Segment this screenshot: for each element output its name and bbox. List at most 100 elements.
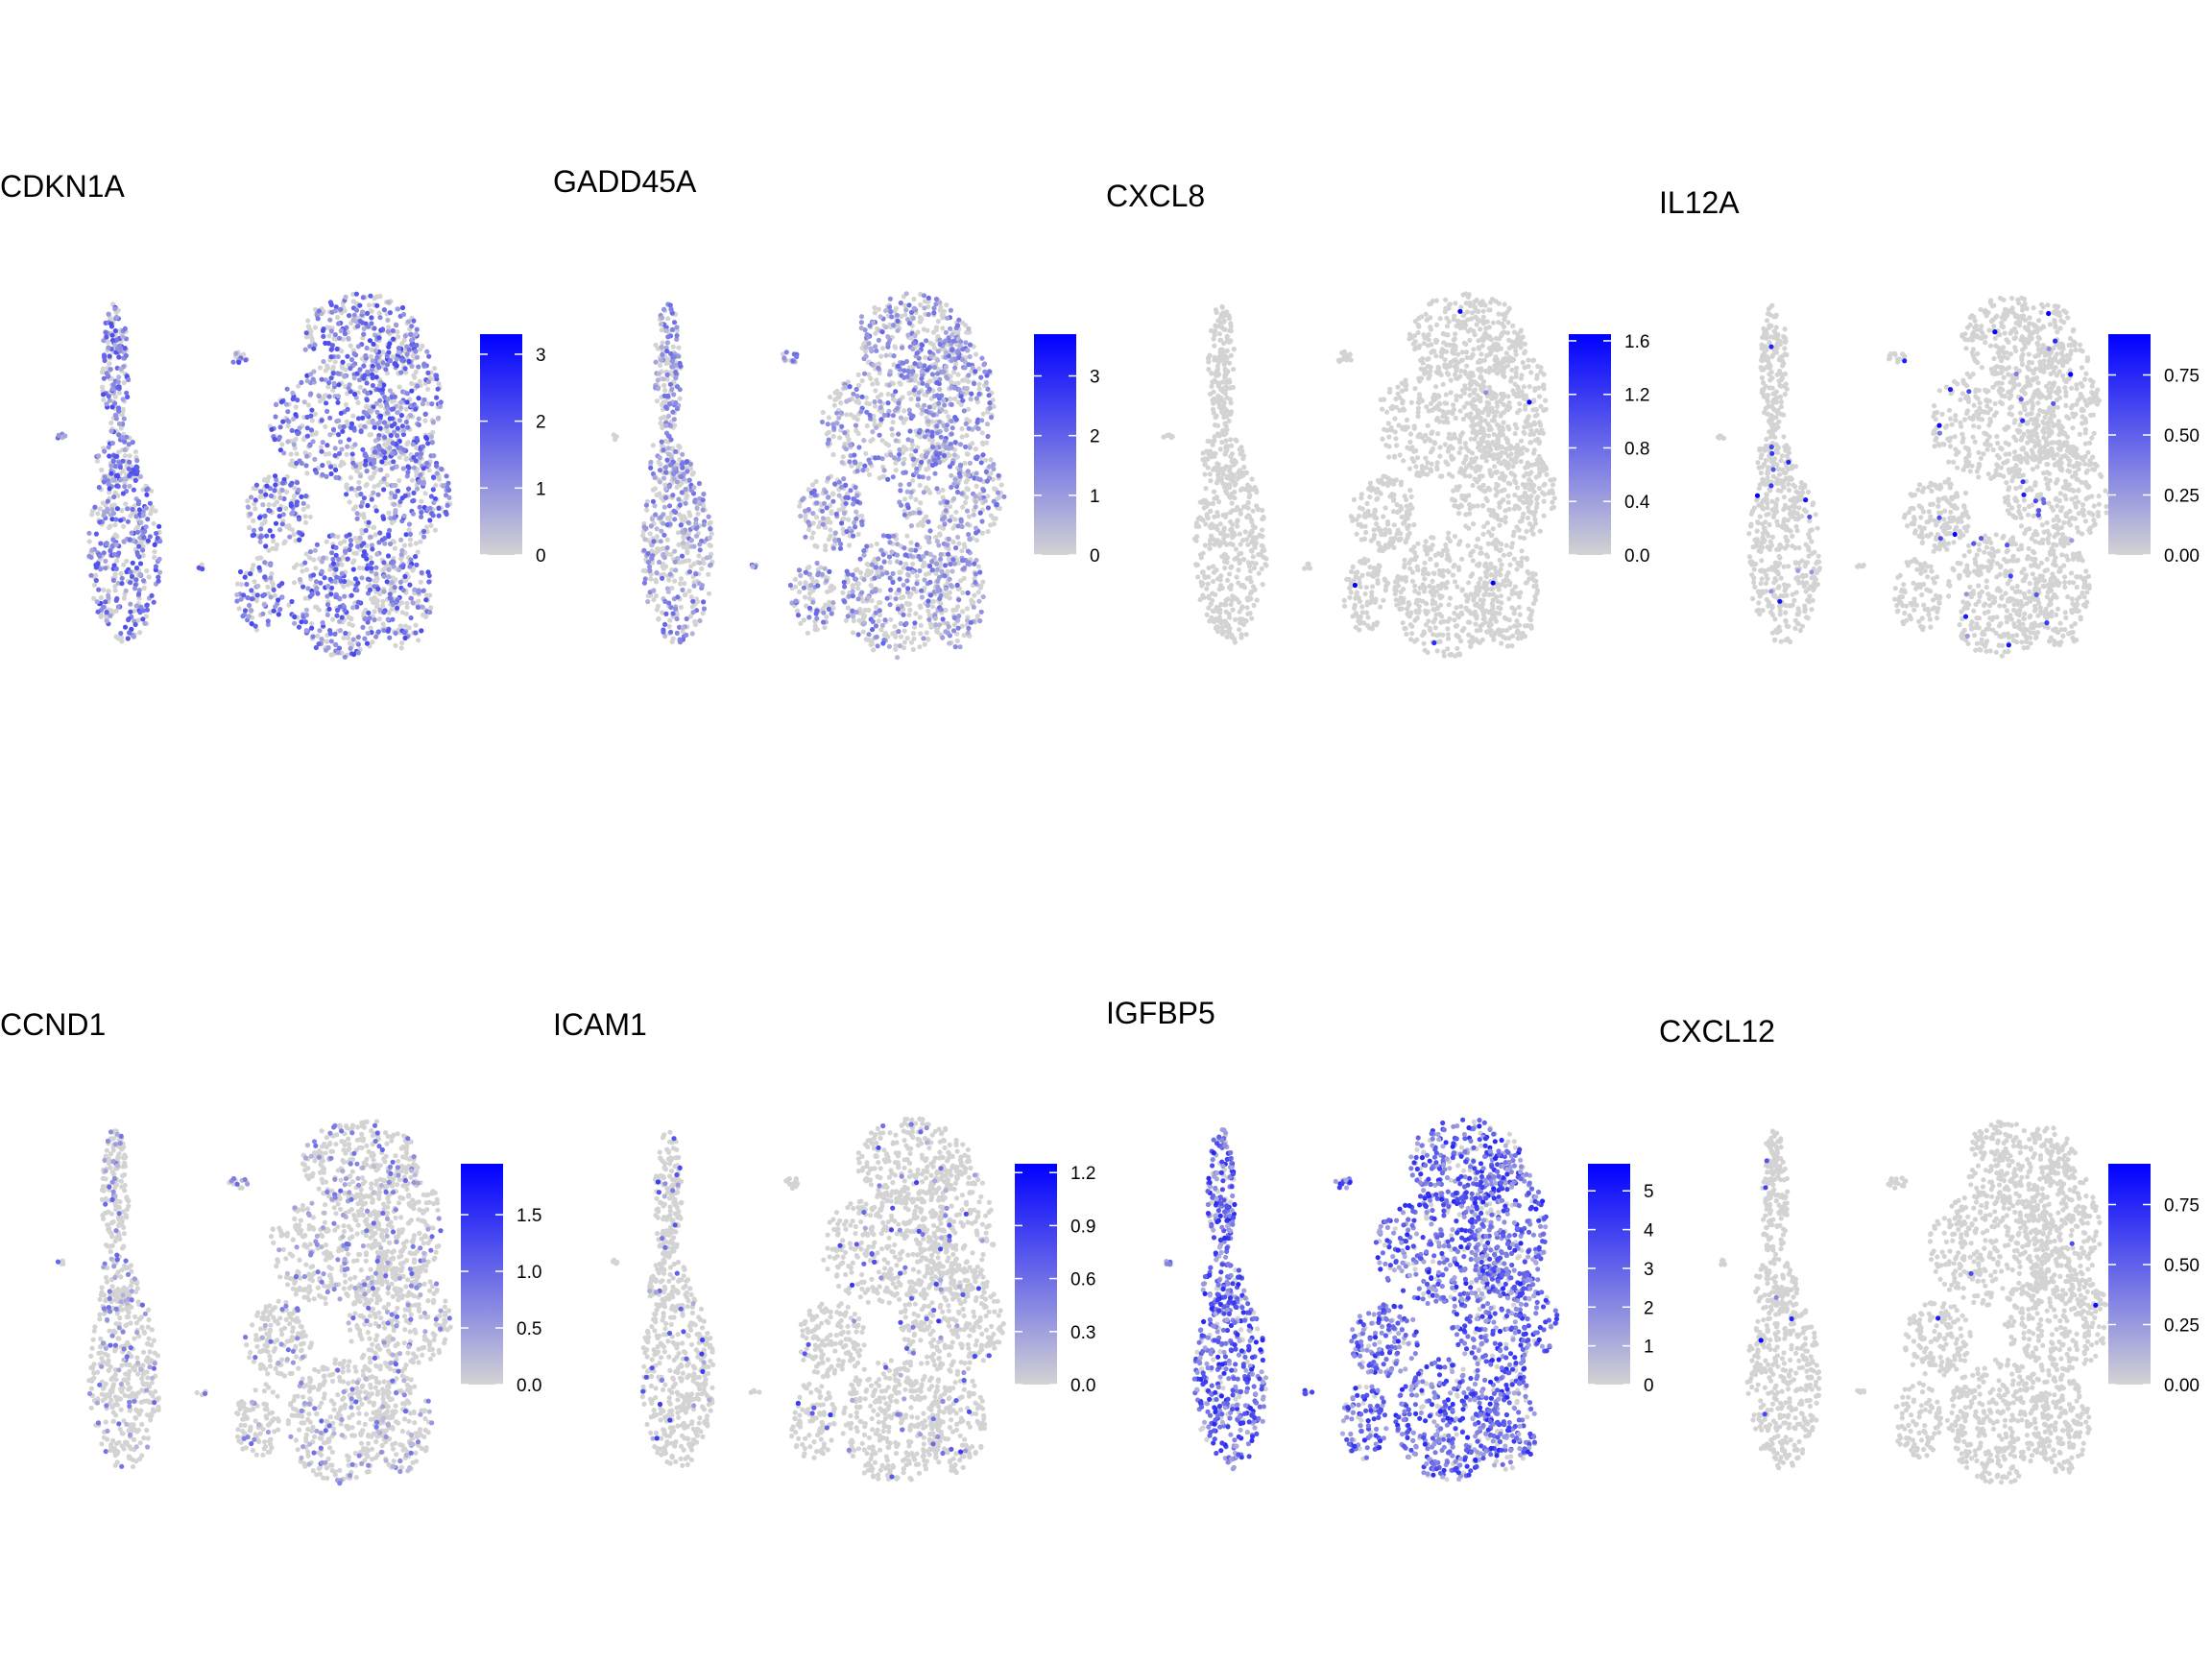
cell-point: [902, 513, 907, 518]
cell-point: [839, 410, 844, 415]
cell-point: [679, 605, 684, 610]
cell-point: [873, 388, 878, 393]
cell-point: [386, 574, 391, 579]
cell-point: [358, 492, 363, 496]
cell-point: [116, 374, 121, 379]
cell-point: [343, 548, 348, 553]
cell-point: [935, 393, 940, 398]
cell-point: [920, 369, 925, 374]
cell-point: [336, 432, 341, 437]
cell-point: [669, 307, 674, 312]
cell-point: [663, 470, 668, 474]
cell-point: [325, 384, 330, 389]
cell-point: [870, 381, 875, 386]
cell-point: [401, 588, 406, 592]
cell-point: [156, 579, 161, 584]
cell-point: [402, 514, 407, 518]
cell-point: [106, 345, 110, 350]
cell-point: [837, 435, 842, 440]
cell-point: [950, 525, 955, 530]
cell-point: [656, 377, 661, 382]
cell-point: [659, 495, 663, 500]
cell-point: [948, 397, 952, 401]
cell-point: [297, 517, 301, 521]
cell-point: [301, 507, 306, 512]
cell-point: [912, 620, 917, 625]
cell-point: [97, 554, 102, 559]
cell-point: [335, 315, 340, 320]
cell-point: [923, 642, 927, 647]
cell-point: [127, 473, 132, 478]
cell-point: [327, 416, 332, 421]
cell-point: [328, 631, 333, 636]
cell-point: [832, 403, 837, 408]
cell-point: [365, 641, 370, 646]
cell-point: [922, 293, 926, 298]
cell-point: [918, 483, 923, 488]
cell-point: [112, 401, 117, 406]
cell-point: [372, 470, 376, 475]
cell-point: [421, 589, 426, 593]
cell-point: [263, 543, 268, 548]
cell-point: [673, 560, 678, 565]
cell-point: [364, 469, 369, 473]
cell-point: [276, 612, 281, 616]
cell-point: [387, 528, 392, 533]
cell-point: [354, 308, 359, 313]
cell-point: [862, 620, 867, 625]
cell-point: [667, 452, 672, 457]
cell-point: [855, 469, 860, 473]
cell-point: [273, 437, 277, 442]
cell-point: [102, 550, 107, 555]
cell-point: [337, 382, 342, 387]
cell-point: [647, 565, 652, 569]
cell-point: [891, 413, 896, 418]
cell-point: [922, 490, 926, 494]
cell-point: [379, 459, 384, 464]
cell-point: [304, 470, 309, 475]
cell-point: [342, 579, 347, 584]
cell-point: [658, 479, 662, 484]
cell-point: [865, 332, 870, 337]
cell-point: [305, 586, 310, 591]
cell-point: [320, 569, 325, 574]
cell-point: [926, 459, 931, 464]
cell-point: [348, 366, 352, 371]
cell-point: [323, 424, 327, 429]
cell-point: [262, 477, 267, 482]
cell-point: [807, 606, 812, 611]
cell-point: [399, 640, 404, 645]
cell-point: [370, 368, 374, 373]
cell-point: [834, 512, 839, 517]
cell-point: [308, 515, 313, 519]
cell-point: [413, 349, 418, 353]
cell-point: [285, 387, 290, 392]
cell-point: [142, 586, 147, 591]
cell-point: [882, 560, 887, 565]
cell-point: [252, 533, 256, 538]
cell-point: [975, 614, 980, 618]
cell-point: [349, 543, 353, 547]
cell-point: [439, 399, 444, 404]
cell-point: [918, 615, 923, 619]
cell-point: [372, 617, 376, 622]
cell-point: [931, 305, 936, 310]
cell-point: [824, 578, 829, 583]
panel-title: GADD45A: [553, 164, 697, 199]
cell-point: [976, 599, 981, 604]
cell-point: [1220, 379, 1225, 384]
cell-point: [402, 636, 407, 640]
cell-point: [928, 354, 933, 359]
cell-point: [794, 354, 799, 359]
cell-point: [898, 488, 902, 493]
cell-point: [125, 506, 130, 511]
cell-point: [137, 610, 142, 615]
cell-point: [272, 609, 276, 614]
cell-points: [1162, 291, 1557, 658]
cell-point: [856, 373, 861, 377]
cell-point: [680, 490, 685, 494]
cell-point: [661, 307, 666, 312]
cell-point: [950, 568, 954, 573]
cell-point: [974, 499, 978, 504]
cell-point: [102, 479, 107, 484]
